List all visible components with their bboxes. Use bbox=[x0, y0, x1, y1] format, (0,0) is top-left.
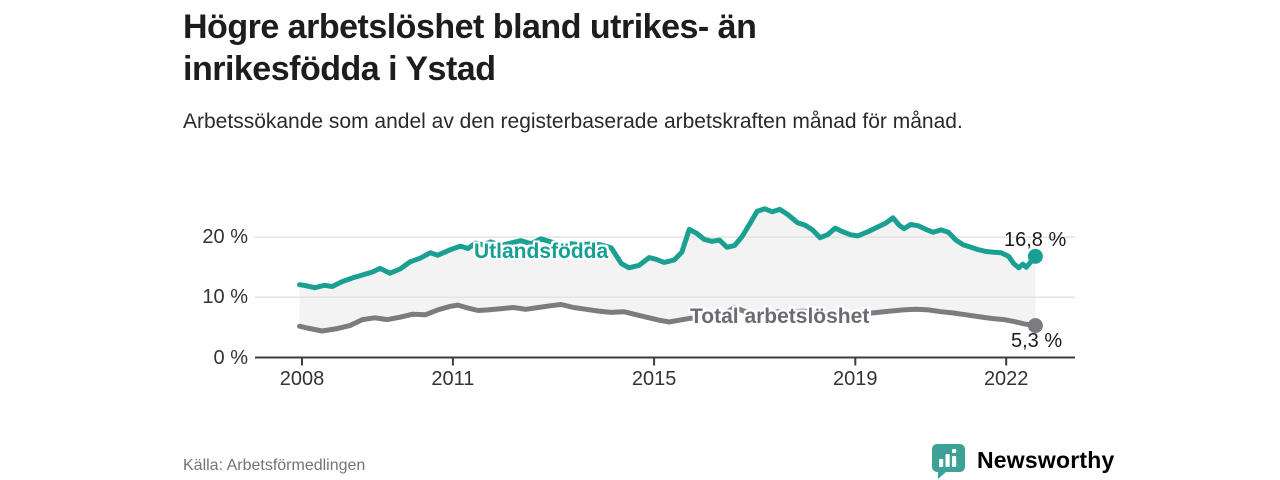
series-line-utlandsfodda bbox=[297, 206, 1038, 291]
x-axis-label-2019: 2019 bbox=[833, 368, 878, 390]
y-axis-label-20: 20 % bbox=[202, 226, 248, 249]
series-label-total-arbetsloshet: Total arbetslöshet bbox=[690, 305, 870, 328]
newsworthy-logo-icon bbox=[932, 444, 965, 479]
y-axis-label-10: 10 % bbox=[202, 286, 248, 309]
end-value-label-utlandsfodda: 16,8 % bbox=[1004, 229, 1067, 251]
series-end-dot-utlandsfodda bbox=[1027, 248, 1043, 264]
series-line-total bbox=[297, 302, 1038, 334]
series-end-dot-total bbox=[1027, 318, 1043, 334]
end-value-label-total: 5,3 % bbox=[1011, 330, 1063, 352]
source-attribution: Källa: Arbetsförmedlingen bbox=[183, 457, 366, 474]
x-axis-label-2015: 2015 bbox=[631, 368, 677, 390]
newsworthy-brand: Newsworthy bbox=[930, 442, 1114, 479]
chart-subtitle: Arbetssökande som andel av den registerb… bbox=[183, 110, 963, 133]
x-axis-label-2008: 2008 bbox=[279, 368, 325, 390]
x-axis-label-2011: 2011 bbox=[431, 368, 475, 390]
newsworthy-wordmark: Newsworthy bbox=[977, 447, 1115, 473]
y-axis-label-0: 0 % bbox=[213, 346, 248, 369]
page-title: Högre arbetslöshet bland utrikes- än inr… bbox=[183, 8, 757, 88]
series-label-utlandsfodda: Utlandsfödda bbox=[474, 240, 609, 263]
series-band-fill bbox=[299, 208, 1036, 331]
x-axis-label-2022: 2022 bbox=[983, 368, 1029, 390]
